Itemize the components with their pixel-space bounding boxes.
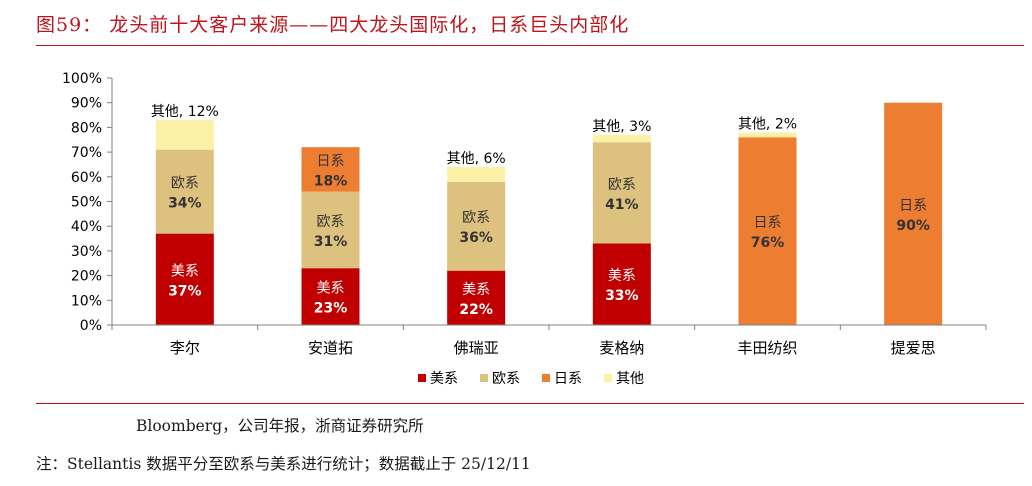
- bar-2-e7be8ee7b3bb: [447, 270, 506, 325]
- bar-3-e7be8ee7b3bb: [592, 243, 651, 325]
- y-tick-label: 30%: [71, 244, 102, 260]
- bar-3-e6aca7e7b3bb: [592, 142, 651, 244]
- data-label-name-5: 日系: [317, 153, 345, 169]
- data-label-name-12: 日系: [754, 215, 782, 231]
- bar-series: [155, 102, 943, 325]
- y-tick-label: 40%: [71, 219, 102, 235]
- source-text: Bloomberg，公司年报，浙商证券研究所: [136, 417, 424, 435]
- y-tick-label: 60%: [71, 170, 102, 186]
- data-label-outside-8: 其他, 6%: [447, 151, 506, 167]
- legend-label-3: 其他: [616, 371, 644, 387]
- bar-4-e585b6e4bb96: [738, 132, 797, 138]
- legend-label-1: 欧系: [492, 371, 520, 387]
- data-label-value-5: 18%: [314, 173, 348, 189]
- legend-label-0: 美系: [430, 371, 458, 387]
- bar-1-e6aca7e7b3bb: [301, 191, 360, 269]
- data-label-name-14: 日系: [899, 198, 927, 214]
- legend-label-2: 日系: [554, 371, 582, 387]
- bar-2-e6aca7e7b3bb: [447, 181, 506, 271]
- data-label-outside-13: 其他, 2%: [738, 116, 797, 132]
- data-label-name-1: 欧系: [171, 176, 199, 192]
- y-tick-label: 70%: [71, 145, 102, 161]
- bar-1-e7be8ee7b3bb: [301, 268, 360, 325]
- data-label-name-4: 欧系: [317, 214, 345, 230]
- legend-swatch-e7be8ee7b3bb: [418, 374, 426, 382]
- y-tick-label: 80%: [71, 120, 102, 136]
- bar-2-e585b6e4bb96: [447, 166, 506, 182]
- title-divider: [36, 45, 1024, 46]
- x-tick-label-5: 提爱思: [891, 339, 936, 357]
- data-label-name-10: 欧系: [608, 177, 636, 193]
- x-tick-label-3: 麦格纳: [599, 339, 644, 357]
- legend-swatch-e697a5e7b3bb: [542, 374, 550, 382]
- data-label-value-1: 34%: [168, 196, 202, 212]
- data-label-name-3: 美系: [317, 281, 345, 297]
- figure-title: 图59： 龙头前十大客户来源——四大龙头国际化，日系巨头内部化: [36, 14, 630, 36]
- data-label-value-7: 36%: [459, 230, 493, 246]
- data-label-name-0: 美系: [171, 263, 199, 279]
- y-tick-label: 100%: [62, 71, 102, 87]
- data-label-value-0: 37%: [168, 283, 202, 299]
- y-tick-label: 10%: [71, 293, 102, 309]
- y-tick-label: 90%: [71, 96, 102, 112]
- data-label-name-7: 欧系: [462, 210, 490, 226]
- data-label-value-10: 41%: [605, 197, 639, 213]
- legend-swatch-e585b6e4bb96: [604, 374, 612, 382]
- x-tick-label-4: 丰田纺织: [737, 339, 797, 357]
- bar-0-e6aca7e7b3bb: [155, 149, 214, 234]
- data-label-value-3: 23%: [314, 301, 348, 317]
- data-label-name-9: 美系: [608, 268, 636, 284]
- data-label-value-12: 76%: [751, 235, 785, 251]
- data-label-name-6: 美系: [462, 282, 490, 298]
- note-text: 注：Stellantis 数据平分至欧系与美系进行统计；数据截止于 25/12/…: [36, 455, 531, 473]
- footer-divider: [36, 403, 1024, 404]
- stacked-bar-chart: 0% 10% 20% 30% 40% 50% 60% 70% 80% 90% 100% 李尔 安道拓 佛…: [62, 71, 987, 387]
- data-label-value-4: 31%: [314, 234, 348, 250]
- y-tick-label: 0%: [80, 318, 102, 334]
- x-tick-label-1: 安道拓: [308, 339, 353, 357]
- bar-0-e585b6e4bb96: [155, 119, 214, 150]
- bar-3-e585b6e4bb96: [592, 134, 651, 143]
- y-tick-label: 50%: [71, 195, 102, 211]
- data-labels: 美系 37% 欧系 34% 其他, 12% 美系 23% 欧系 31% 日系 18% 美系 22% 欧系 3…: [151, 104, 930, 318]
- bar-0-e7be8ee7b3bb: [155, 233, 214, 325]
- bar-4-e697a5e7b3bb: [738, 137, 797, 325]
- x-axis: 李尔 安道拓 佛瑞亚 麦格纳 丰田纺织 提爱思: [111, 324, 987, 357]
- data-label-value-14: 90%: [896, 218, 930, 234]
- bar-1-e697a5e7b3bb: [301, 147, 360, 192]
- legend: 美系 欧系 日系 其他: [418, 371, 644, 387]
- x-tick-label-2: 佛瑞亚: [454, 339, 499, 357]
- y-axis: 0% 10% 20% 30% 40% 50% 60% 70% 80% 90% 100%: [62, 71, 113, 334]
- bar-5-e697a5e7b3bb: [884, 102, 943, 325]
- data-label-value-9: 33%: [605, 288, 639, 304]
- data-label-outside-2: 其他, 12%: [151, 104, 219, 120]
- x-tick-label-0: 李尔: [170, 339, 200, 357]
- legend-swatch-e6aca7e7b3bb: [480, 374, 488, 382]
- y-tick-label: 20%: [71, 269, 102, 285]
- data-label-value-6: 22%: [459, 302, 493, 318]
- data-label-outside-11: 其他, 3%: [592, 119, 651, 135]
